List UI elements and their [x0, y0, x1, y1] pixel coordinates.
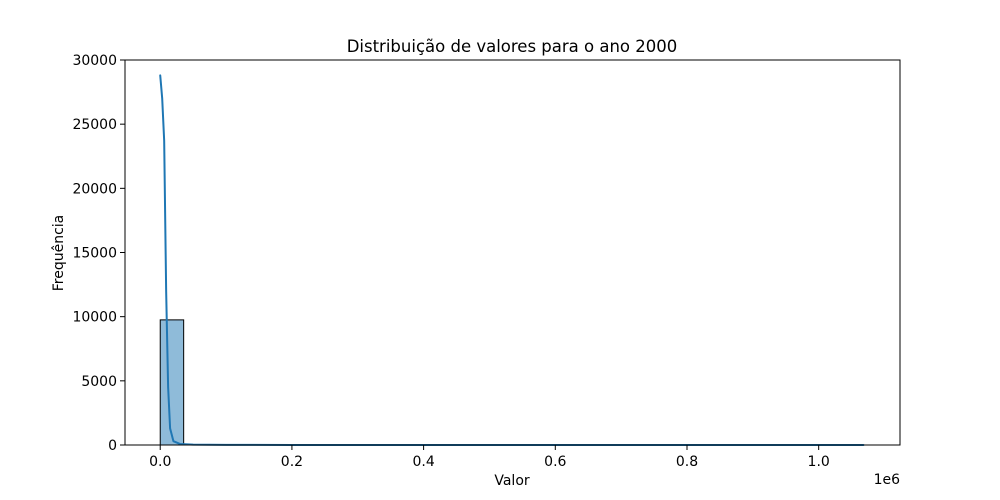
y-tick-label-0: 0: [108, 438, 117, 454]
y-tick-label-5: 25000: [72, 117, 117, 133]
x-tick-label-3: 0.6: [544, 454, 566, 470]
x-tick-label-0: 0.0: [149, 454, 171, 470]
x-axis-label: Valor: [494, 473, 530, 489]
y-tick-label-2: 10000: [72, 310, 117, 326]
y-axis-ticks: 0 5000 10000 15000 20000 25000 30000: [72, 53, 125, 454]
x-tick-label-5: 1.0: [808, 454, 830, 470]
x-tick-label-4: 0.8: [676, 454, 698, 470]
kde-line: [159, 74, 865, 446]
x-tick-label-1: 0.2: [281, 454, 303, 470]
histogram-bars: [159, 319, 864, 446]
chart-title: Distribuição de valores para o ano 2000: [347, 37, 678, 56]
x-axis-ticks: 0.0 0.2 0.4 0.6 0.8 1.0: [149, 445, 830, 470]
kde-curve-layer: [159, 74, 865, 446]
x-tick-label-2: 0.4: [412, 454, 434, 470]
y-tick-label-3: 15000: [72, 246, 117, 262]
y-tick-label-1: 5000: [81, 374, 117, 390]
y-tick-label-4: 20000: [72, 181, 117, 197]
plot-area-frame: [124, 59, 901, 446]
x-axis-offset-label: 1e6: [874, 472, 901, 488]
y-tick-label-6: 30000: [72, 53, 117, 69]
histogram-bar-0: [159, 319, 185, 446]
y-axis-label: Frequência: [51, 215, 67, 292]
